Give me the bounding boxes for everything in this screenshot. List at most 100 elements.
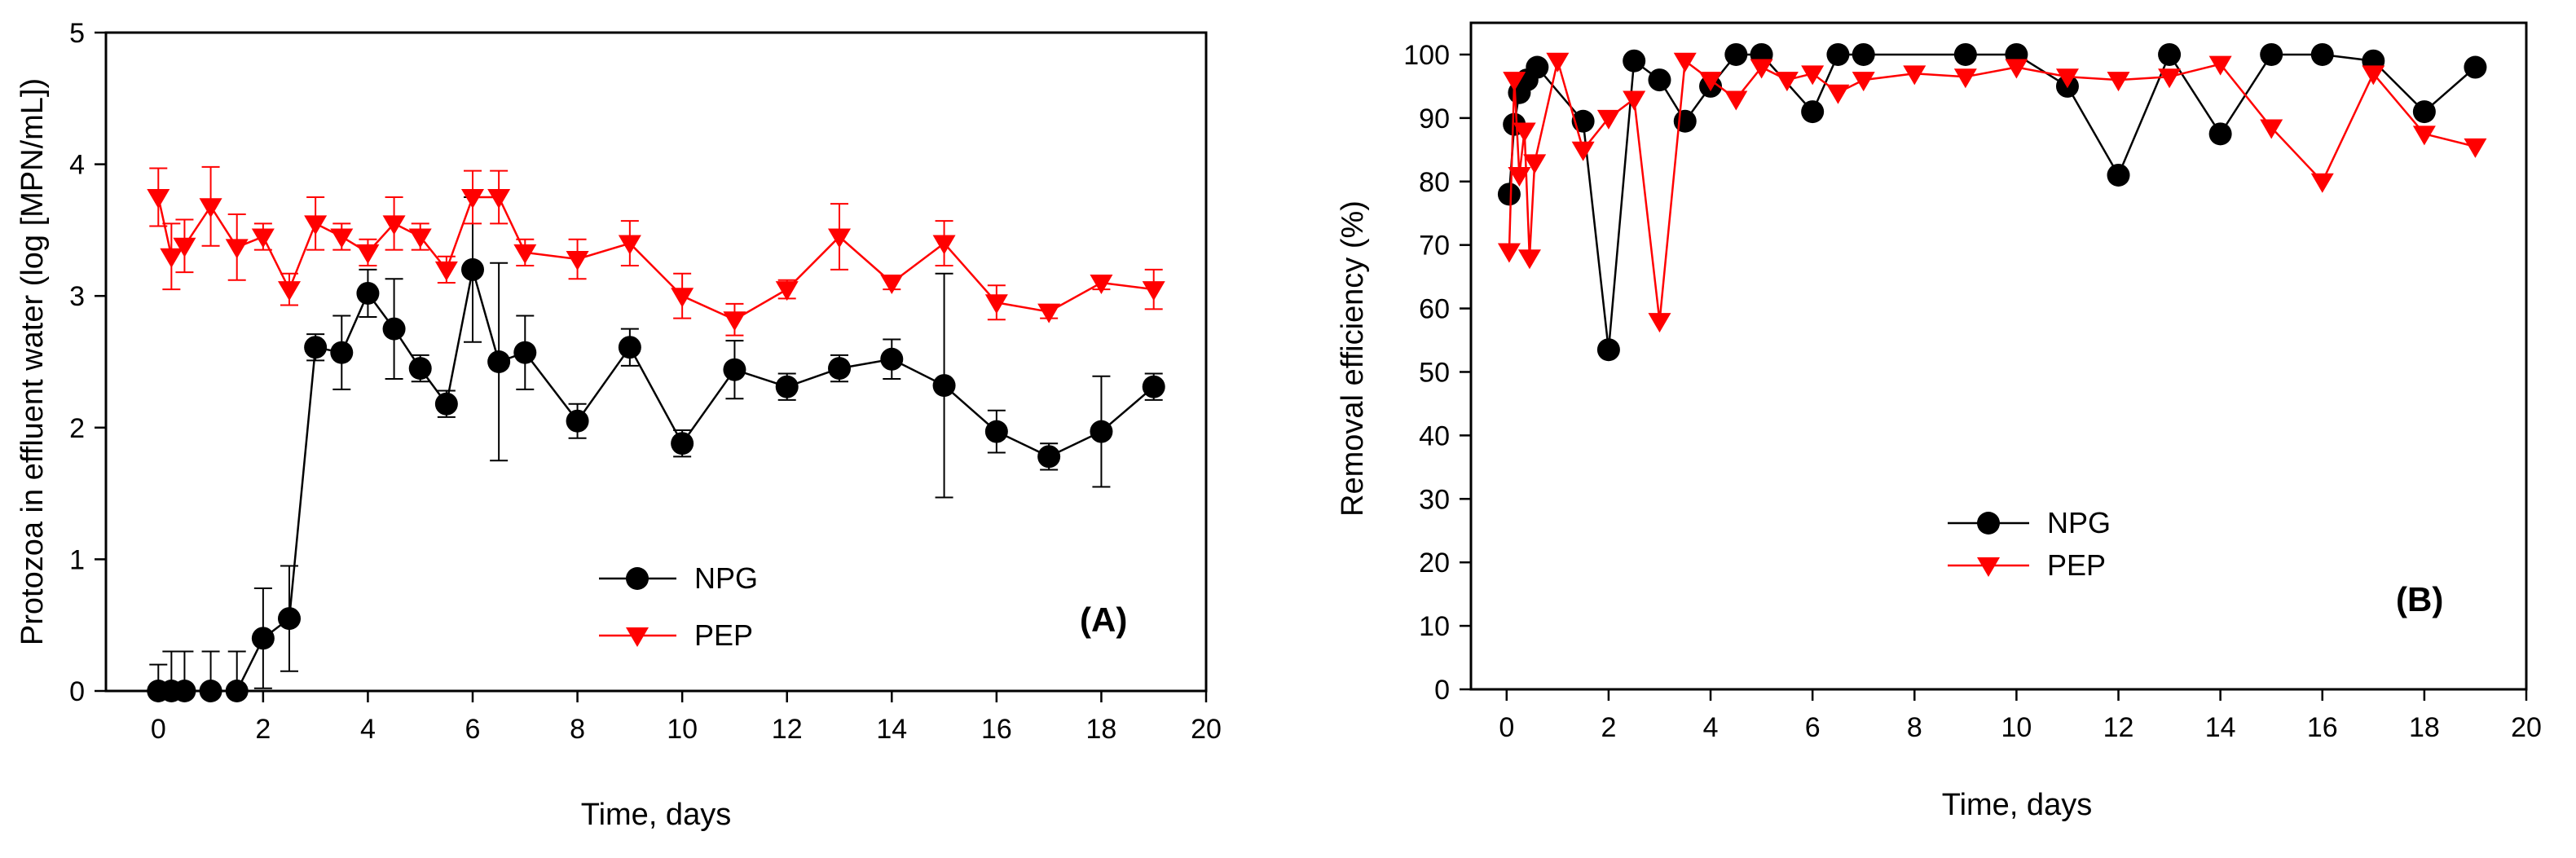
panel-a-y-tick-label: 2 (69, 413, 85, 444)
panel-a-x-tick-label: 12 (772, 714, 803, 745)
panel-a-y-tick-label: 3 (69, 281, 85, 312)
panel-a-npg-point (356, 281, 380, 305)
panel-b-pep-point (1775, 72, 1799, 92)
panel-b-pep-point (1497, 243, 1521, 263)
panel-b-pep-point (2260, 119, 2283, 139)
panel-a-pep-point (461, 189, 484, 209)
panel-b-pep-point (2362, 65, 2385, 86)
panel-a-legend-pep-label: PEP (694, 618, 753, 652)
panel-b-npg-point (1648, 68, 1671, 92)
panel-b-y-tick-label: 100 (1403, 40, 1450, 71)
panel-a-npg-point (984, 420, 1008, 443)
panel-a-pep-point (408, 228, 432, 249)
panel-a-npg-point (1090, 420, 1113, 443)
panel-a-npg-point (828, 357, 851, 381)
panel-b-y-tick-label: 40 (1419, 420, 1450, 451)
panel-b-pep-point (1801, 65, 1825, 86)
panel-b-pep-point (2208, 55, 2232, 76)
panel-b-npg-point (1953, 42, 1977, 66)
panel-b-y-tick-label: 10 (1419, 611, 1450, 642)
panel-a-npg-point (566, 409, 589, 433)
panel-a-pep-point (173, 237, 196, 257)
panel-a-npg-series-line (158, 269, 1155, 693)
panel-a-npg-point (434, 392, 458, 416)
panel-b-legend-npg-marker (1977, 512, 2000, 535)
panel-a-pep-point (434, 261, 458, 281)
panel-b-pep-point (2158, 68, 2182, 89)
panel-b-pep-point (1673, 52, 1697, 73)
panel-b-npg-point (2107, 163, 2130, 187)
panel-a-npg-point (723, 358, 746, 381)
panel-b-x-tick-label: 8 (1907, 712, 1922, 743)
panel-a-legend-pep-marker (626, 627, 649, 647)
panel-a-y-tick-label: 0 (69, 676, 85, 707)
panel-a-npg-point (382, 317, 406, 341)
panel-a-npg-point (199, 680, 222, 702)
panel-a-npg-point (487, 350, 511, 373)
panel-b-x-tick-label: 12 (2103, 712, 2134, 743)
panel-b-npg-point (2310, 42, 2334, 66)
panel-a-pep-point (984, 294, 1008, 315)
panel-b-pep-point (1903, 65, 1926, 86)
panel-b-pep-point (2005, 59, 2028, 79)
panel-b-npg-point (1673, 109, 1697, 133)
panel-a-pep-point (251, 228, 275, 249)
panel-b-pep-point (1699, 72, 1723, 92)
panel-a-pep-point (880, 275, 904, 295)
panel-b-npg-point (1852, 42, 1875, 66)
panel-a-pep-point (1090, 275, 1113, 295)
panel-a-x-tick-label: 0 (151, 714, 166, 745)
panel-a-pep-point (487, 189, 511, 209)
panel-b-pep-point (1508, 166, 1531, 187)
panel-a-pep-point (1142, 281, 1165, 301)
panel-a-npg-point (408, 357, 432, 381)
panel-b-legend-pep-label: PEP (2047, 548, 2106, 582)
panel-a-npg-point (225, 680, 249, 702)
panel-a-x-tick-label: 18 (1086, 714, 1117, 745)
panel-b-pep-series-line (1508, 59, 2476, 322)
panel-b-npg-point (1724, 42, 1748, 66)
panel-b-pep-point (1826, 84, 1850, 104)
panel-b-y-tick-label: 0 (1434, 675, 1450, 706)
panel-b-y-tick-label: 50 (1419, 357, 1450, 388)
panel-a-npg-point (278, 607, 301, 631)
panel-b-y-tick-label: 20 (1419, 548, 1450, 579)
panel-a-y-tick-label: 5 (69, 18, 85, 49)
panel-b-x-tick-label: 14 (2205, 712, 2236, 743)
panel-b-x-tick-label: 6 (1805, 712, 1821, 743)
panel-b-npg-series-line (1508, 52, 2477, 350)
panel-b-npg-point (1623, 49, 1646, 73)
panel-b-y-tick-label: 70 (1419, 231, 1450, 262)
panel-b-label: (B) (2396, 580, 2443, 618)
panel-b-pep-point (1596, 109, 1620, 130)
panel-a-npg-point (880, 347, 904, 371)
panel-b-x-tick-label: 20 (2511, 712, 2542, 743)
panel-b-x-tick-label: 10 (2001, 712, 2032, 743)
panel-b-npg-point (2260, 42, 2283, 66)
panel-a-pep-point (566, 250, 589, 271)
panel-b-x-tick-label: 2 (1601, 712, 1616, 743)
panel-b-x-tick-label: 4 (1703, 712, 1719, 743)
panel-a-pep-point (199, 198, 222, 218)
panel-b-npg-point (2158, 42, 2182, 66)
panel-b-npg-point (1526, 55, 1549, 79)
panel-b-npg-point (2464, 55, 2487, 79)
panel-b-legend-npg-label: NPG (2047, 506, 2111, 539)
panel-a-x-tick-label: 4 (360, 714, 376, 745)
panel-b-y-axis-label: Removal efficiency (%) (1336, 200, 1370, 517)
panel-a-npg-point (461, 257, 484, 281)
panel-a-legend-npg-label: NPG (694, 561, 758, 595)
panel-a-npg-point (618, 336, 641, 359)
panel-b-pep-point (1513, 122, 1536, 143)
panel-a-y-tick-label: 1 (69, 544, 85, 575)
panel-a-x-tick-label: 2 (255, 714, 271, 745)
panel-b-pep-point (1852, 72, 1875, 92)
panel-b-pep-point (1623, 90, 1646, 111)
panel-a-pep-point (160, 248, 183, 268)
panel-a-x-tick-label: 16 (981, 714, 1012, 745)
panel-b-pep-point (1571, 141, 1595, 161)
panel-a-pep-point (356, 244, 380, 264)
panel-b-pep-point (1523, 154, 1547, 174)
